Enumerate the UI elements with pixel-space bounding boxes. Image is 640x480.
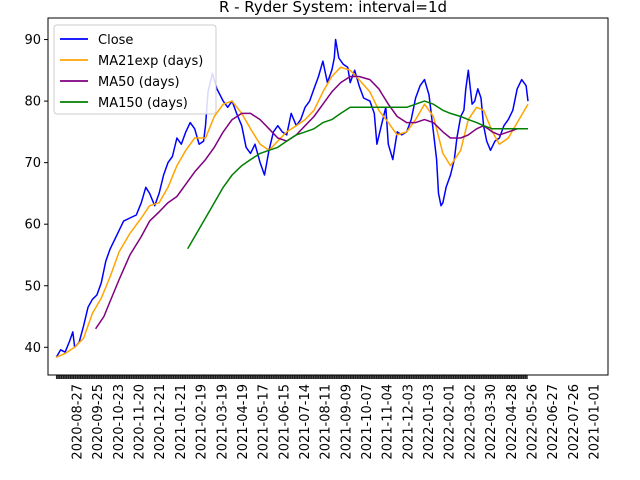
x-tick-label: 2022-07-26	[567, 384, 582, 460]
x-tick-label: 2022-03-02	[463, 384, 478, 460]
y-axis: 40 50 60 70 80 90	[24, 33, 48, 356]
x-tick-label: 2021-09-09	[339, 384, 354, 460]
x-tick-label: 2021-01-01	[588, 384, 603, 460]
series-lines	[55, 38, 529, 358]
x-tick-label: 2021-08-11	[319, 384, 334, 460]
x-tick-label: 2021-01-21	[174, 384, 189, 460]
x-tick-label: 2022-02-01	[443, 384, 458, 460]
legend-label: Close	[98, 33, 133, 48]
x-tick-label: 2022-04-28	[505, 384, 520, 460]
x-tick-label: 2022-03-30	[484, 384, 499, 460]
series-line-3	[94, 75, 528, 330]
x-tick-label: 2020-12-21	[153, 384, 168, 460]
x-tick-label: 2022-06-27	[546, 384, 561, 460]
x-tick-label: 2022-01-03	[422, 384, 437, 460]
x-tick-label: 2021-05-17	[257, 384, 272, 460]
x-tick-label: 2022-05-26	[526, 384, 541, 460]
series-line-2	[56, 66, 529, 358]
y-tick-label: 60	[24, 218, 41, 233]
x-tick-label: 2021-12-03	[401, 384, 416, 460]
x-tick-label: 2021-02-19	[195, 384, 210, 460]
x-tick-label: 2021-06-15	[277, 384, 292, 460]
x-tick-label: 2021-03-19	[215, 384, 230, 460]
series-line-1	[55, 38, 529, 358]
series-line-4	[187, 100, 528, 250]
chart-title: R - Ryder System: interval=1d	[219, 0, 447, 16]
y-tick-label: 70	[24, 156, 41, 171]
x-axis: 2020-08-27 2020-09-25 2020-10-23 2020-11-20…	[55, 375, 603, 460]
y-tick-label: 40	[24, 341, 41, 356]
y-tick-label: 90	[24, 33, 41, 48]
x-tick-label: 2021-10-07	[360, 384, 375, 460]
x-tick-label: 2020-08-27	[71, 384, 86, 460]
legend-label: MA21exp (days)	[98, 54, 203, 69]
x-tick-label: 2020-11-20	[133, 384, 148, 460]
y-tick-label: 50	[24, 279, 41, 294]
x-tick-label: 2020-09-25	[91, 384, 106, 460]
legend-label: MA50 (days)	[98, 75, 180, 90]
legend: Close MA21exp (days) MA50 (days) MA150 (day…	[53, 24, 217, 115]
x-tick-label: 2020-10-23	[112, 384, 127, 460]
y-tick-label: 80	[24, 95, 41, 110]
x-tick-label: 2021-11-04	[381, 384, 396, 460]
legend-box	[53, 24, 217, 115]
legend-label: MA150 (days)	[98, 96, 188, 111]
x-tick-label: 2021-04-19	[236, 384, 251, 460]
x-tick-label: 2021-07-14	[298, 384, 313, 460]
